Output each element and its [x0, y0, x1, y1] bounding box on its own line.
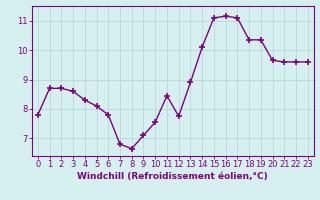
- X-axis label: Windchill (Refroidissement éolien,°C): Windchill (Refroidissement éolien,°C): [77, 172, 268, 181]
